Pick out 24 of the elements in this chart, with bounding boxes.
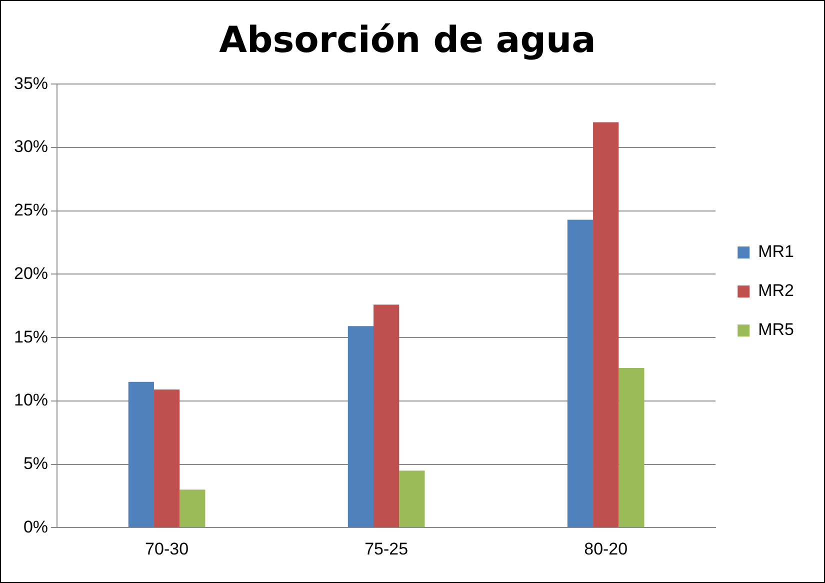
y-tick-label: 20%: [14, 264, 48, 283]
x-tick-label: 70-30: [145, 539, 189, 558]
bar: [618, 368, 644, 528]
bar: [374, 304, 400, 528]
chart-title: Absorción de agua: [219, 20, 596, 61]
y-tick-label: 10%: [14, 390, 48, 410]
legend-label: MR2: [758, 281, 794, 300]
bar: [593, 122, 619, 528]
bar: [180, 490, 206, 528]
bar: [348, 326, 374, 528]
y-tick-label: 5%: [23, 454, 48, 473]
bar: [567, 220, 594, 528]
y-tick-label: 35%: [14, 74, 48, 93]
legend-label: MR5: [758, 320, 794, 340]
x-tick-label: 75-25: [364, 539, 408, 558]
y-tick-label: 0%: [23, 517, 48, 536]
x-tick-label: 80-20: [584, 539, 628, 558]
legend-label: MR1: [758, 242, 794, 262]
y-tick-label: 30%: [14, 137, 48, 156]
bar: [399, 470, 425, 528]
bar: [154, 390, 180, 528]
y-tick-label: 25%: [14, 200, 48, 220]
bar: [128, 382, 154, 528]
y-tick-label: 15%: [14, 327, 48, 346]
